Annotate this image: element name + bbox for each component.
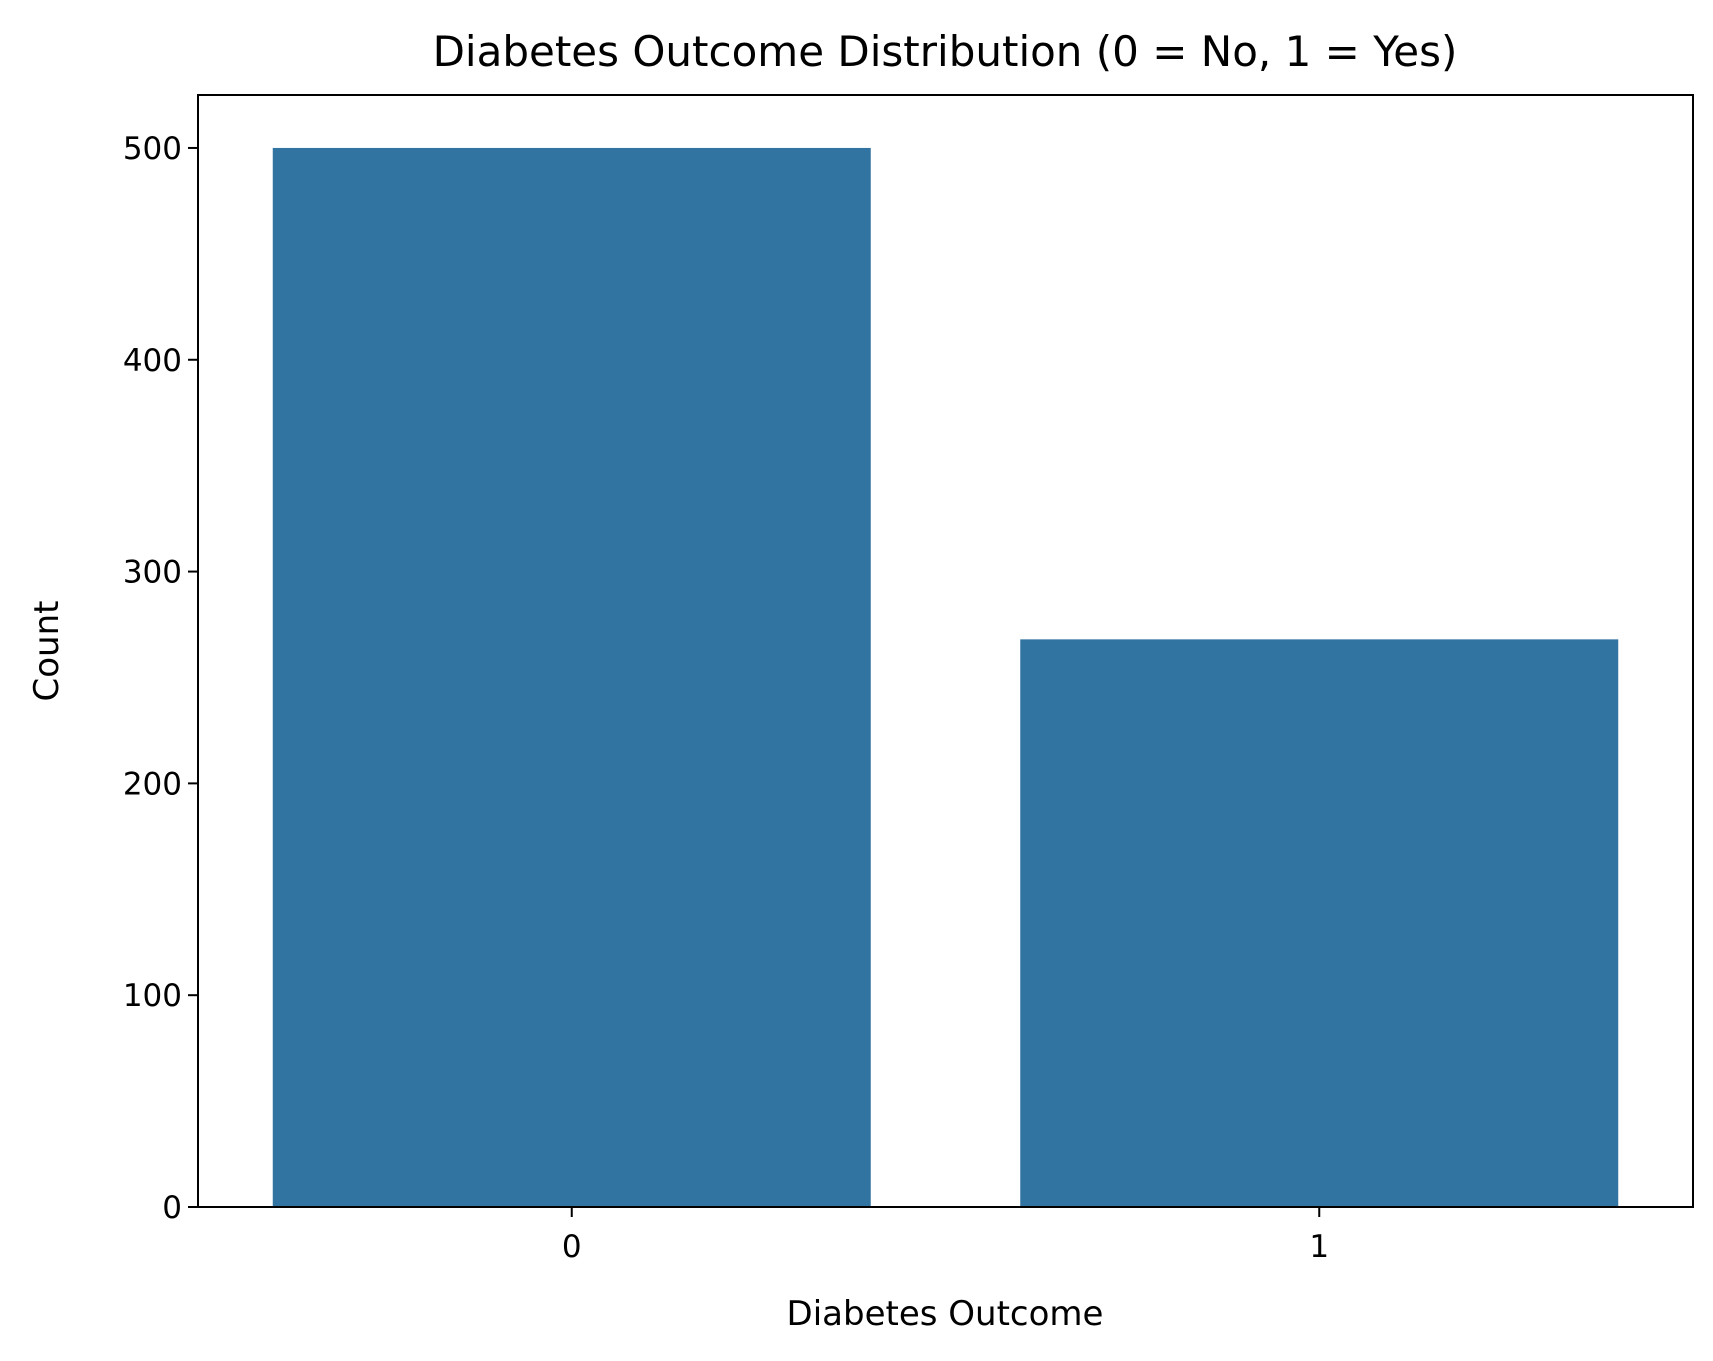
y-axis-label: Count [27,601,67,702]
y-tick-label: 0 [162,1190,182,1226]
x-axis-label: Diabetes Outcome [787,1294,1104,1334]
y-tick-label: 500 [123,131,182,167]
y-tick-label: 400 [123,343,182,379]
bar-0 [272,147,871,1207]
y-axis-ticks: 0 100 200 300 400 500 [123,131,198,1226]
bars-layer [272,147,1619,1207]
y-tick-label: 100 [123,978,182,1014]
x-tick-label: 0 [562,1229,582,1265]
bar-1 [1020,639,1619,1207]
plot-frame [197,94,1694,1208]
y-tick-label: 300 [123,555,182,591]
y-tick-label: 200 [123,766,182,802]
chart-title: Diabetes Outcome Distribution (0 = No, 1… [433,27,1458,76]
x-tick-label: 1 [1309,1229,1329,1265]
